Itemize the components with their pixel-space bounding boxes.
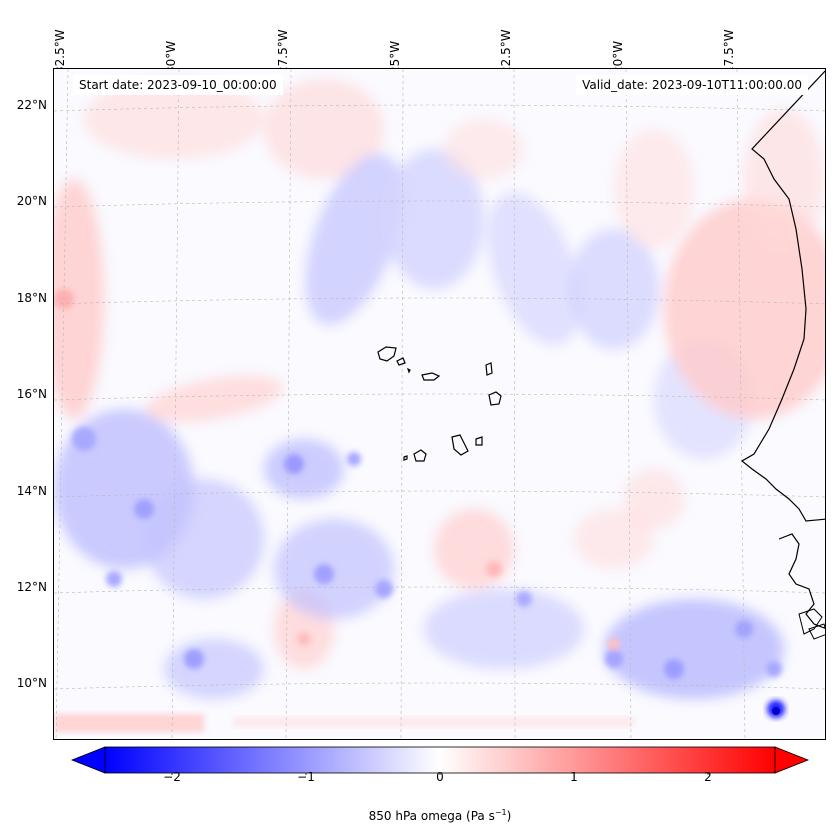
- colorbar-tick-marks: [171, 773, 709, 775]
- colorbar-label: 850 hPa omega (Pa s−1): [368, 808, 512, 823]
- lat-label-12n: 12°N: [16, 580, 47, 594]
- colorbar-extend-min: [70, 746, 106, 774]
- colorbar-tick-label-4: 2: [704, 770, 712, 784]
- colorbar-tick-label-0: −2: [163, 770, 181, 784]
- valid-date-label: Valid_date: 2023-09-10T11:00:00.00: [576, 75, 808, 95]
- lat-label-16n: 16°N: [16, 387, 47, 401]
- colorbar: [70, 746, 810, 775]
- southern-weak-streak: [234, 717, 634, 727]
- southern-positive-streak: [54, 714, 204, 732]
- lat-label-14n: 14°N: [16, 484, 47, 498]
- strong-ascent-core: [772, 707, 780, 715]
- start-date-label: Start date: 2023-09-10_00:00:00: [73, 75, 283, 95]
- lat-label-20n: 20°N: [16, 194, 47, 208]
- omega-field-map: [54, 69, 825, 739]
- colorbar-extend-max: [774, 746, 810, 774]
- cape-verde-islands: [377, 346, 502, 462]
- graticule: [54, 69, 825, 739]
- colorbar-tick-label-3: 1: [570, 770, 578, 784]
- bissagos-islands: [798, 608, 823, 635]
- omega-field-detail: [54, 289, 782, 679]
- lat-label-18n: 18°N: [16, 291, 47, 305]
- guinea-coastline: [778, 533, 825, 629]
- lat-label-22n: 22°N: [16, 98, 47, 112]
- colorbar-tick-label-2: 0: [436, 770, 444, 784]
- coastal-island: [808, 623, 825, 640]
- lat-label-10n: 10°N: [16, 676, 47, 690]
- map-panel: [53, 68, 826, 740]
- colorbar-tick-label-1: −1: [297, 770, 315, 784]
- west-africa-coastline: [740, 70, 825, 522]
